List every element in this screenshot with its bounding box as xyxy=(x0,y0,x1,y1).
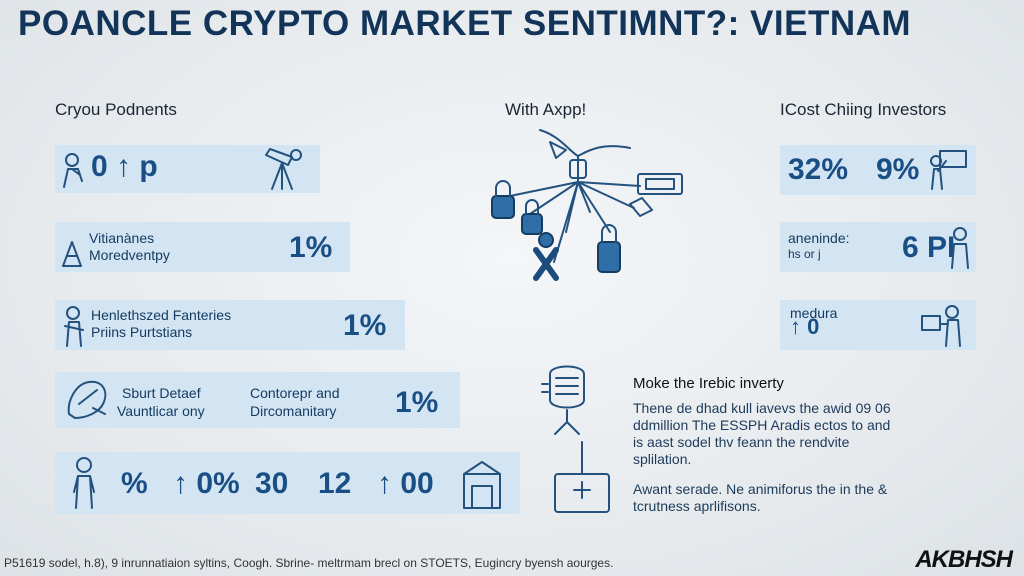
right-panel-2: aneninde: hs or j 6 PI xyxy=(780,222,976,272)
pyramid-icon xyxy=(61,240,83,268)
left-panel-5-value-4: 12 xyxy=(318,467,352,500)
person-icon xyxy=(60,151,88,189)
left-panel-4-value: 1% xyxy=(395,386,439,419)
document-board-icon xyxy=(553,440,613,514)
hand-writing-icon xyxy=(63,374,113,424)
left-panel-5-value-1: % xyxy=(121,467,148,500)
brand-logo: AKBHSH xyxy=(915,546,1013,573)
info-paragraph-2: Awant serade. Ne animiforus the in the &… xyxy=(633,481,888,514)
center-column-header: With Axpp! xyxy=(505,100,587,119)
info-paragraph-1: Thene de dhad kull iavevs the awid 09 06… xyxy=(633,400,891,467)
network-lock-illustration xyxy=(480,122,700,292)
info-title: Moke the Irebic inverty xyxy=(633,375,784,392)
left-panel-4: Sburt Detaef Vauntlicar ony Contorepr an… xyxy=(55,372,460,428)
page-title: POANCLE CRYPTO MARKET SENTIMNT?: VIETNAM xyxy=(18,4,912,43)
right-panel-2-line2: hs or j xyxy=(788,247,821,261)
right-panel-1-value-2: 9% xyxy=(876,153,920,186)
right-panel-3: medura ↑ 0 xyxy=(780,300,976,350)
left-panel-2-line1: Vitianànes xyxy=(89,230,155,246)
left-panel-5-value-5: ↑ 00 xyxy=(377,467,434,500)
left-panel-5-value-3: 30 xyxy=(255,467,289,500)
left-panel-4-line3: Contorepr and xyxy=(250,385,340,401)
right-panel-3-value: ↑ 0 xyxy=(790,314,820,339)
person-reading-icon xyxy=(61,304,89,348)
person-icon-2 xyxy=(948,226,972,270)
person-sign-icon xyxy=(926,147,970,191)
left-panel-4-line4: Dircomanitary xyxy=(250,403,337,419)
left-panel-3-value: 1% xyxy=(343,309,387,342)
person-desk-icon xyxy=(918,302,970,348)
left-panel-5: % ↑ 0% 30 12 ↑ 00 xyxy=(55,452,520,514)
right-column-header: ICost Chiing Investors xyxy=(780,100,947,119)
left-panel-1: 0 ↑ p xyxy=(55,145,320,193)
left-panel-3-line2: Priins Purtstians xyxy=(91,324,193,340)
idea-head-icon xyxy=(540,360,596,436)
right-panel-1-value-1: 32% xyxy=(788,153,849,186)
left-panel-2: Vitianànes Moredventpy 1% xyxy=(55,222,350,272)
person-standing-icon xyxy=(70,456,100,510)
left-panel-2-value: 1% xyxy=(289,231,333,264)
footer-source-note: P51619 sodel, h.8), 9 inrunnatiaion sylt… xyxy=(4,556,614,570)
telescope-icon xyxy=(258,147,308,191)
right-panel-1: 32% 9% xyxy=(780,145,976,195)
right-panel-3-line1: medura xyxy=(790,305,838,321)
left-panel-2-line2: Moredventpy xyxy=(89,247,170,263)
left-column-header: Cryou Podnents xyxy=(55,100,177,119)
left-panel-4-line2: Vauntlicar ony xyxy=(117,403,205,419)
right-panel-2-line1: aneninde: xyxy=(788,230,850,246)
left-panel-3-line1: Henlethszed Fanteries xyxy=(91,307,232,323)
building-icon xyxy=(460,458,504,510)
left-panel-4-line1: Sburt Detaef xyxy=(122,385,201,401)
left-panel-5-value-2: ↑ 0% xyxy=(173,467,240,500)
left-panel-3: Henlethszed Fanteries Priins Purtstians … xyxy=(55,300,405,350)
left-panel-1-value: 0 ↑ p xyxy=(91,150,158,183)
right-panel-2-value: 6 PI xyxy=(902,231,956,264)
